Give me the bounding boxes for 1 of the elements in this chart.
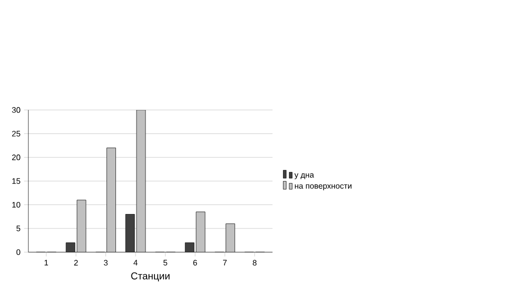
x-axis-title: Станции	[131, 272, 170, 282]
